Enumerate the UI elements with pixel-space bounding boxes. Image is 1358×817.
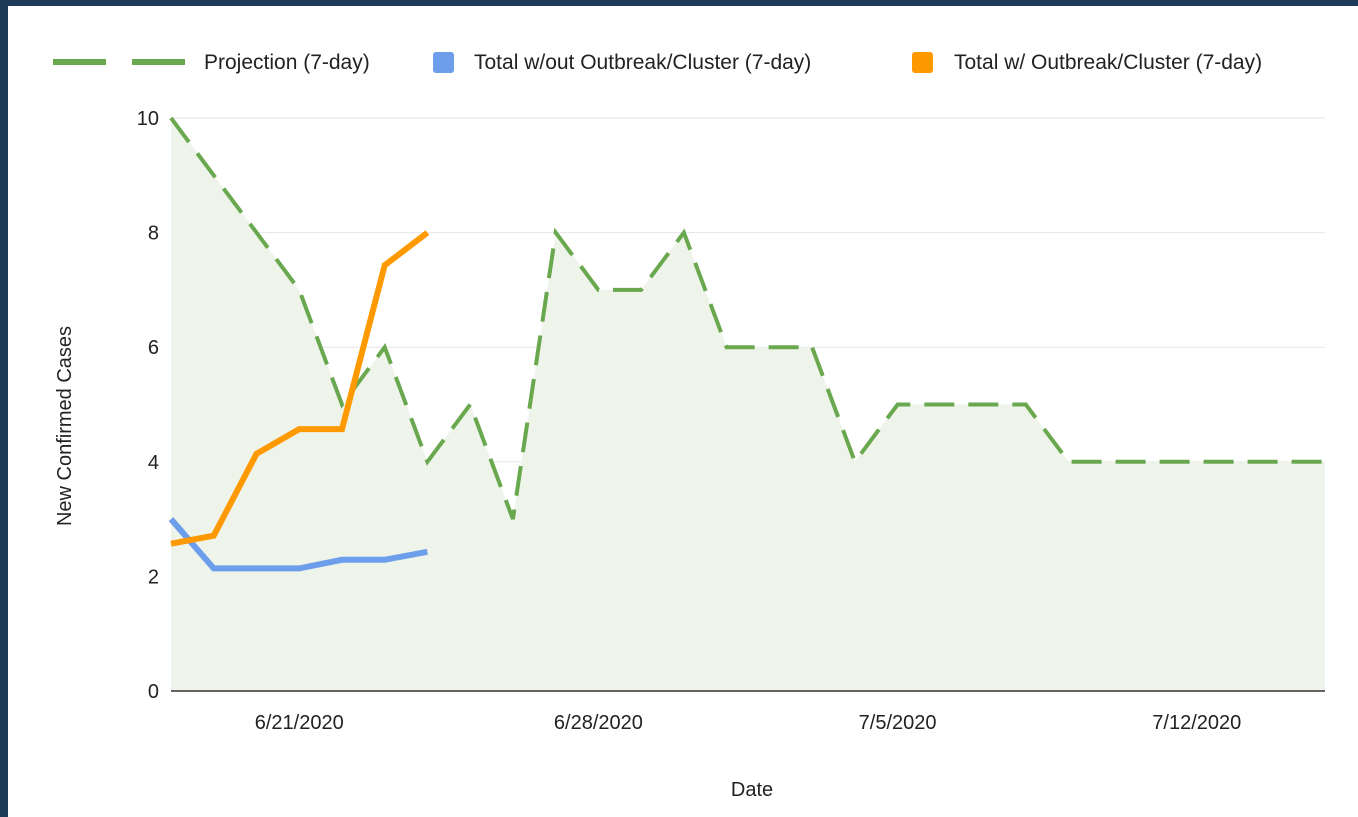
series-lines [168, 116, 1325, 572]
line-chart: 0 2 4 6 8 10 6/21/2020 6/28/2020 7/5/2020 7/12/20… [53, 51, 1325, 801]
y-tick-label: 0 [148, 681, 159, 703]
x-axis-title: Date [731, 779, 773, 801]
legend: Projection (7-day) Total w/out Outbreak/C… [53, 51, 1262, 74]
y-tick-label: 8 [148, 223, 159, 245]
series-line-3 [170, 230, 430, 547]
axes: 0 2 4 6 8 10 6/21/2020 6/28/2020 7/5/2020 7/12/20… [54, 108, 1325, 801]
x-tick-label: 7/5/2020 [859, 712, 937, 734]
series-line-1 [169, 116, 1325, 520]
y-tick-label: 6 [148, 337, 159, 359]
x-tick-label: 6/28/2020 [554, 712, 643, 734]
y-tick-label: 10 [137, 108, 159, 130]
series-line-2 [168, 517, 428, 572]
x-tick-label: 6/21/2020 [255, 712, 344, 734]
y-tick-label: 2 [148, 566, 159, 588]
y-axis-title: New Confirmed Cases [54, 326, 76, 526]
chart-frame: 0 2 4 6 8 10 6/21/2020 6/28/2020 7/5/2020 7/12/20… [8, 6, 1358, 817]
projection-area [171, 118, 1325, 691]
legend-swatch-with-outbreak [912, 52, 933, 73]
legend-swatch-without-outbreak [433, 52, 454, 73]
series-area [171, 118, 1325, 691]
y-tick-label: 4 [148, 452, 159, 474]
x-tick-label: 7/12/2020 [1152, 712, 1241, 734]
legend-label-without-outbreak: Total w/out Outbreak/Cluster (7-day) [474, 51, 811, 74]
legend-label-with-outbreak: Total w/ Outbreak/Cluster (7-day) [954, 51, 1262, 74]
legend-label-projection: Projection (7-day) [204, 51, 370, 74]
